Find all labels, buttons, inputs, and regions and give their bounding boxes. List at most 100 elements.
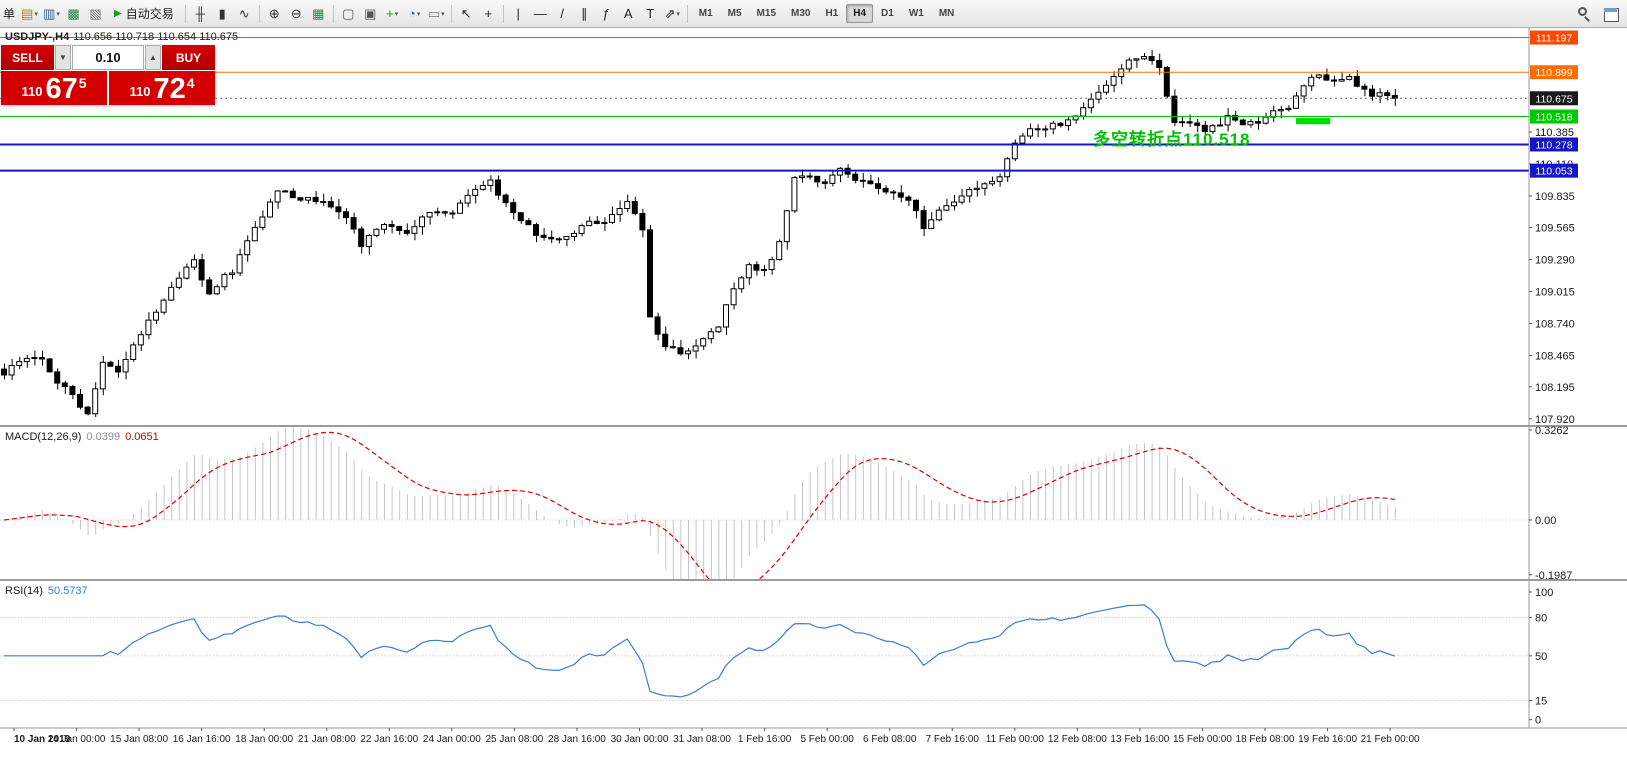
rsi-panel [0,604,1528,702]
chart-annotation[interactable]: 多空转折点110.518 [1093,130,1251,149]
sell-price[interactable]: 110 67 5 [1,71,107,105]
dropdown-caret-icon: ▾ [676,10,680,18]
svg-text:15 Jan 08:00: 15 Jan 08:00 [110,734,168,745]
chart-area: 110.385110.110109.835109.565109.290109.0… [0,28,1627,772]
price-axis-labels: 110.385110.110109.835109.565109.290109.0… [1529,30,1578,426]
svg-text:14 Jan 00:00: 14 Jan 00:00 [48,734,106,745]
channel-icon[interactable]: ∥ [580,5,588,21]
svg-text:50: 50 [1535,651,1547,663]
market-watch-icon[interactable]: ▩ [67,5,80,21]
label-icon[interactable]: T [646,6,655,21]
buy-button[interactable]: BUY [162,45,215,70]
svg-text:31 Jan 08:00: 31 Jan 08:00 [673,734,731,745]
toolbar-separator [686,4,688,23]
timeframe-button-m30[interactable]: M30 [791,8,811,19]
periods-icon[interactable]: ◔ ▾ [408,6,421,21]
svg-text:-0.1987: -0.1987 [1535,570,1572,582]
toolbar: 单 ▤ ▾ ▥ ▾ ▩ ▧ ▶ 自动交易 ╫ ▮ ∿ ⊕ ⊖ ▦ ▢ ▣ + ▾ ◔ ▾ ▭ ▾ ↖ + | — / ∥ ƒ A T ⇗ ▾ M1… [0,0,1627,28]
highlight-rect[interactable] [1296,118,1331,125]
svg-text:110.278: 110.278 [1535,139,1572,151]
horizontal-line-icon[interactable]: — [533,6,547,21]
timeframe-button-h4[interactable]: H4 [846,4,874,23]
buy-price-pips: 72 [153,73,186,105]
navigator-icon[interactable]: ▧ [89,5,102,21]
svg-text:21 Feb 00:00: 21 Feb 00:00 [1361,734,1420,745]
timeframe-button-d1[interactable]: D1 [881,8,894,19]
trendline-icon[interactable]: / [560,6,565,21]
svg-text:24 Jan 00:00: 24 Jan 00:00 [423,734,481,745]
svg-text:110.518: 110.518 [1535,112,1572,124]
macd-label: MACD(12,26,9) 0.0399 0.0651 [5,431,159,443]
timeframe-button-mn[interactable]: MN [938,8,955,19]
buy-price[interactable]: 110 72 4 [109,71,215,105]
tile-windows-icon[interactable]: ▢ [342,5,355,21]
timeframe-button-h1[interactable]: H1 [825,8,839,19]
new-window-icon[interactable] [1600,3,1621,24]
svg-text:11 Feb 00:00: 11 Feb 00:00 [986,734,1045,745]
trade-panel-controls: SELL ▼ ▲ BUY [1,45,215,70]
lot-increase-button[interactable]: ▲ [145,45,161,70]
auto-trading-button[interactable]: ▶ 自动交易 [107,3,181,25]
timeframe-button-m15[interactable]: M15 [756,8,776,19]
symbol-ohlc-header: USDJPY-,H4 110.656 110.718 110.654 110.67… [5,31,238,43]
sell-price-figure: 110 [21,84,43,99]
timeframe-button-w1[interactable]: W1 [908,8,924,19]
macd-signal-value: 0.0651 [125,431,159,443]
cascade-windows-icon[interactable]: ▣ [364,5,377,21]
svg-text:21 Jan 08:00: 21 Jan 08:00 [298,734,356,745]
fibonacci-icon[interactable]: ƒ [602,6,610,21]
svg-text:13 Feb 16:00: 13 Feb 16:00 [1110,734,1169,745]
cursor-icon[interactable]: ↖ [460,5,472,21]
svg-text:109.565: 109.565 [1535,222,1575,234]
macd-histogram [0,427,1528,579]
grid-icon[interactable]: ▦ [312,5,325,21]
svg-text:25 Jan 08:00: 25 Jan 08:00 [485,734,543,745]
order-label[interactable]: 单 [3,7,16,21]
arrows-icon[interactable]: ⇗ ▾ [664,5,680,21]
timeframe-button-m1[interactable]: M1 [698,8,713,19]
toolbar-separator [258,4,260,23]
dropdown-caret-icon: ▾ [56,10,60,18]
macd-main-value: 0.0399 [86,431,121,443]
templates-icon[interactable]: ▭ ▾ [427,5,445,21]
svg-text:109.835: 109.835 [1535,191,1575,203]
svg-text:5 Feb 00:00: 5 Feb 00:00 [800,734,854,745]
svg-text:7 Feb 16:00: 7 Feb 16:00 [926,734,980,745]
svg-text:107.920: 107.920 [1535,414,1575,426]
svg-text:22 Jan 16:00: 22 Jan 16:00 [360,734,418,745]
svg-text:16 Jan 16:00: 16 Jan 16:00 [173,734,231,745]
sell-price-pips: 67 [45,73,78,105]
zoom-in-icon[interactable]: ⊕ [268,5,280,21]
crosshair-icon[interactable]: + [484,6,493,21]
vertical-line-icon[interactable]: | [516,6,520,21]
play-icon: ▶ [114,8,122,19]
chart-canvas[interactable]: 110.385110.110109.835109.565109.290109.0… [0,28,1627,772]
svg-text:111.197: 111.197 [1536,33,1573,45]
indicators-icon[interactable]: + ▾ [386,6,399,21]
lot-decrease-button[interactable]: ▼ [55,45,71,70]
svg-text:0.3262: 0.3262 [1535,425,1569,437]
svg-text:19 Feb 16:00: 19 Feb 16:00 [1298,734,1357,745]
buy-price-point: 4 [186,75,195,91]
profiles-icon[interactable]: ▥ ▾ [43,5,60,21]
candlestick-chart-icon[interactable]: ▮ [218,5,226,21]
zoom-out-icon[interactable]: ⊖ [290,5,302,21]
sell-button[interactable]: SELL [1,45,54,70]
svg-text:1 Feb 16:00: 1 Feb 16:00 [738,734,792,745]
timeframe-button-m5[interactable]: M5 [727,8,742,19]
search-icon[interactable] [1573,3,1594,24]
bar-chart-icon[interactable]: ╫ [195,6,205,21]
candlestick-series [1,49,1398,418]
toolbar-separator [184,4,186,23]
dropdown-caret-icon: ▾ [416,10,421,18]
svg-text:108.740: 108.740 [1535,318,1575,330]
new-chart-icon[interactable]: ▤ ▾ [21,5,38,21]
text-icon[interactable]: A [623,6,633,21]
rsi-line [4,604,1395,698]
lot-size-input[interactable] [72,45,144,70]
line-chart-icon[interactable]: ∿ [238,5,250,21]
svg-text:100: 100 [1535,587,1553,599]
macd-name: MACD(12,26,9) [5,431,82,443]
rsi-label: RSI(14) 50.5737 [5,585,88,597]
